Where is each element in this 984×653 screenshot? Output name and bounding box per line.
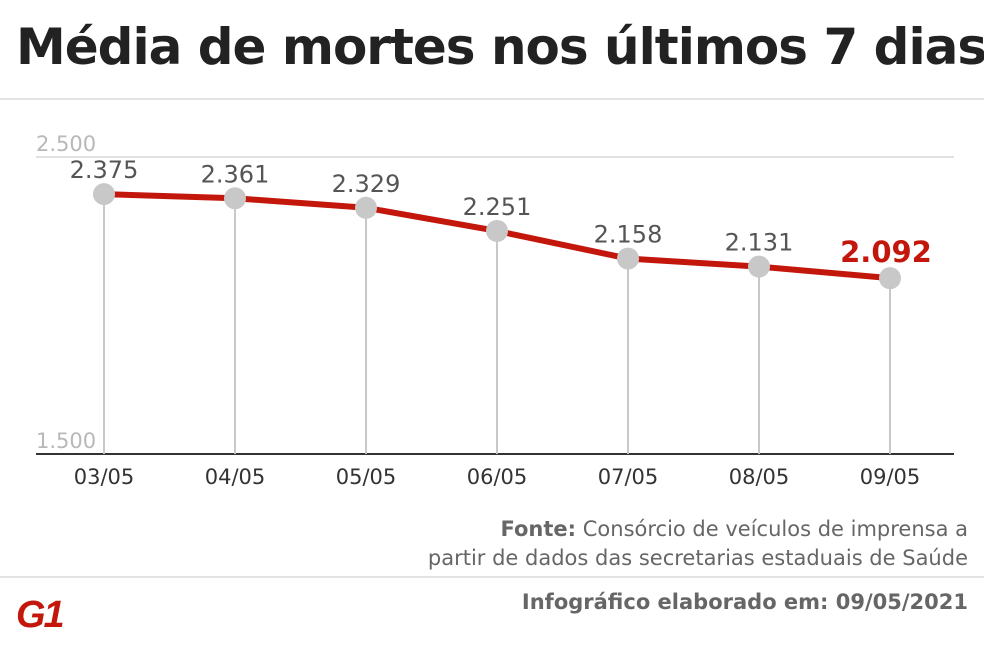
source-line-1: Consórcio de veículos de imprensa a	[582, 517, 968, 541]
x-tick-label: 03/05	[74, 465, 135, 489]
data-label: 2.375	[70, 156, 139, 184]
data-label: 2.329	[332, 170, 401, 198]
data-point	[355, 196, 377, 219]
drop-lines-layer	[103, 194, 891, 454]
title-divider	[0, 98, 984, 100]
data-label: 2.131	[725, 229, 794, 257]
data-point	[617, 247, 639, 270]
footer-divider	[0, 576, 984, 578]
x-tick-label: 04/05	[205, 465, 266, 489]
grid-layer: 1.500 2.500	[36, 132, 954, 455]
source-note: Fonte: Consórcio de veículos de imprensa…	[348, 515, 968, 573]
g1-logo-text: G1	[16, 596, 64, 632]
x-tick-label: 06/05	[467, 465, 528, 489]
infographic-date: Infográfico elaborado em: 09/05/2021	[521, 590, 968, 614]
data-point	[748, 255, 770, 278]
x-tick-label: 08/05	[729, 465, 790, 489]
data-point	[879, 267, 901, 290]
source-label: Fonte:	[500, 517, 577, 541]
x-tick-labels-layer: 03/05 04/05 05/05 06/05 07/05 08/05 09/05	[74, 465, 921, 489]
source-line-2: partir de dados das secretarias estaduai…	[427, 546, 968, 570]
x-tick-label: 05/05	[336, 465, 397, 489]
y-tick-label: 2.500	[36, 132, 96, 156]
data-point	[224, 187, 246, 210]
x-tick-label: 09/05	[860, 465, 921, 489]
data-label: 2.251	[463, 193, 532, 221]
data-points-layer	[93, 183, 901, 290]
y-tick-label: 1.500	[36, 429, 96, 453]
x-tick-label: 07/05	[598, 465, 659, 489]
data-label-highlight: 2.092	[840, 235, 932, 269]
data-point	[486, 219, 508, 242]
data-labels-layer: 2.375 2.361 2.329 2.251 2.158 2.131 2.092	[70, 156, 932, 269]
chart-title: Média de mortes nos últimos 7 dias	[16, 18, 984, 76]
g1-logo: G1	[16, 596, 66, 632]
line-chart: 1.500 2.500 2.375 2.361 2.329 2.251 2.158 2.13…	[36, 132, 954, 489]
data-label: 2.361	[201, 160, 270, 188]
data-point	[93, 183, 115, 206]
data-label: 2.158	[594, 221, 663, 249]
